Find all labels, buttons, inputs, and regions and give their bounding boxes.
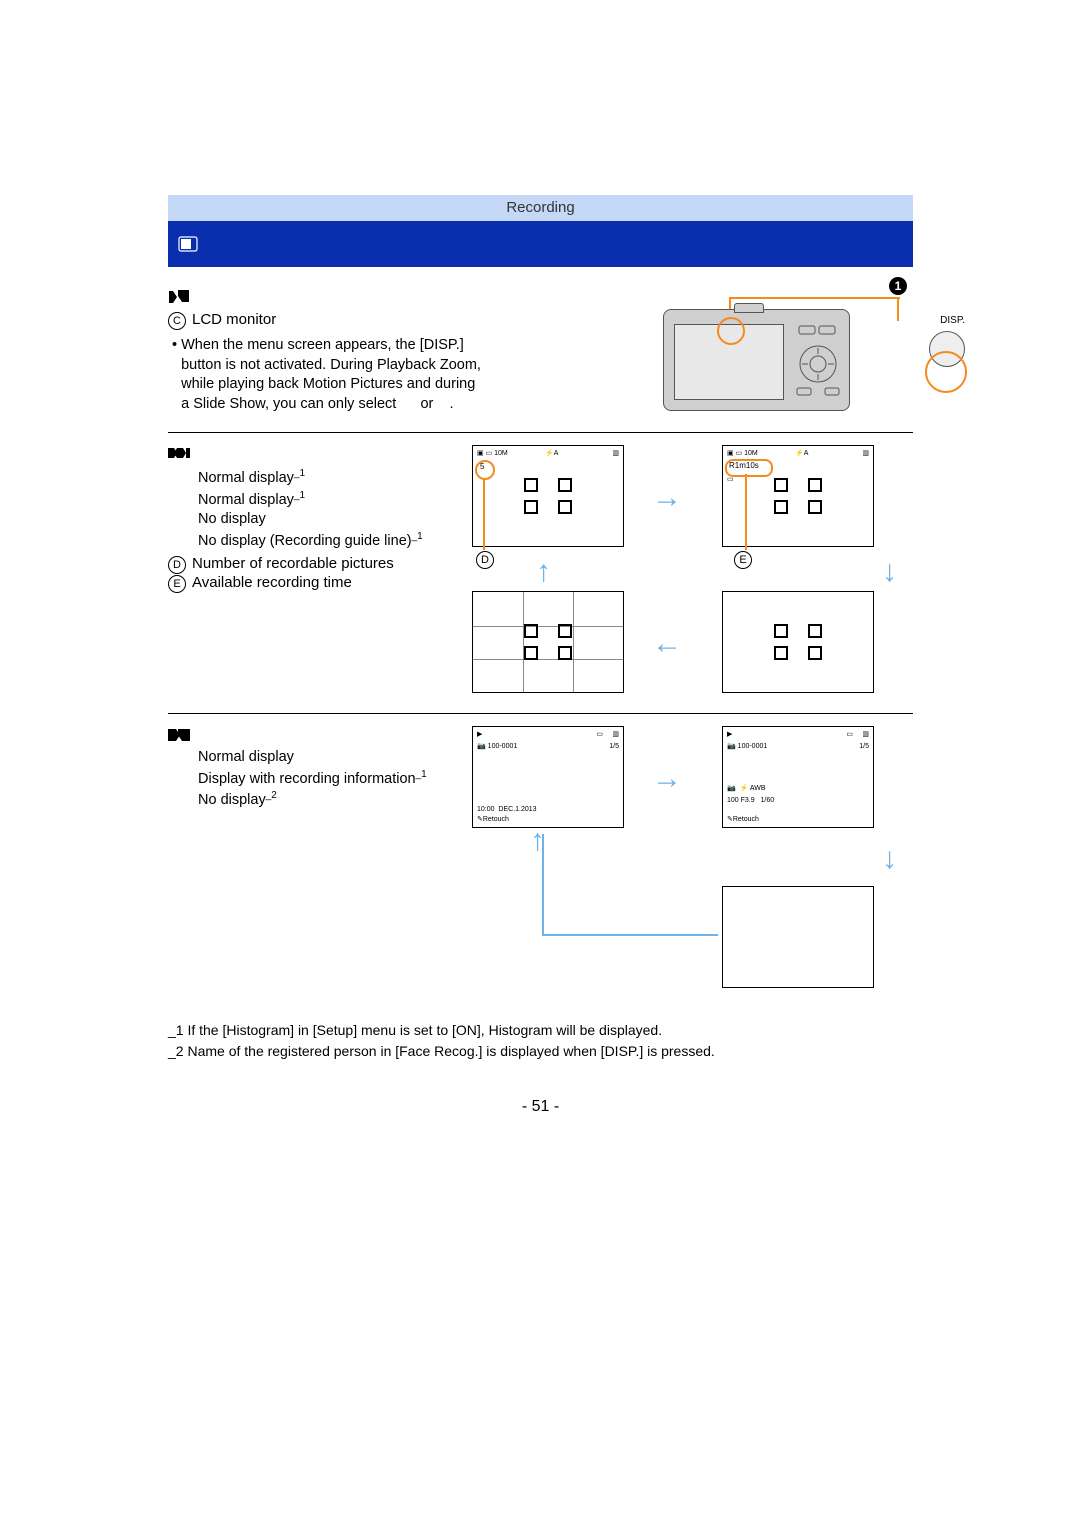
pbA-time: 10:00: [477, 806, 495, 813]
pb-item-0: Normal display: [198, 749, 294, 765]
arrow-left-icon: [652, 629, 682, 659]
recording-mode-section: Normal display_1 Normal display_1 No dis…: [168, 445, 913, 695]
intro-bullet-text: When the menu screen appears, the [DISP.…: [181, 336, 481, 414]
pb-arrow-right-icon: [652, 764, 682, 794]
callout-1: 1: [889, 277, 907, 295]
disp-label: DISP.: [940, 315, 965, 326]
pbA-date: DEC.1.2013: [498, 806, 536, 813]
camera-illustration: 1: [663, 287, 913, 407]
page: Recording CLCD monitor • When th: [0, 0, 1080, 1526]
recording-mode-icon: [168, 446, 190, 462]
intro-bullet: • When the menu screen appears, the [DIS…: [168, 336, 649, 414]
d-under: D: [476, 551, 494, 569]
pbB-retouch: Retouch: [733, 816, 759, 823]
blue-title-bar: [168, 221, 913, 267]
playback-cycle-diagram: ▶ ▭ ▥ 📷 100-0001 1/5 10:00 DEC.1.2013 ✎R…: [472, 726, 892, 996]
arrow-down-icon: [882, 557, 897, 587]
pb-return-h: [542, 934, 718, 936]
pbB-f: F3.9: [741, 797, 755, 804]
rec-item-1-sup: _1: [294, 490, 305, 501]
rec-item-1: Normal display: [198, 491, 294, 507]
circle-e: E: [168, 575, 186, 593]
pbA-count: 1/5: [609, 743, 619, 750]
rec-item-0: Normal display: [198, 470, 294, 486]
lcd-monitor-line: C LCD monitor: [168, 311, 649, 330]
pb-item-2-sup: _2: [266, 790, 277, 801]
blue-bar-icon: [168, 221, 208, 267]
rec-item-3: No display (Recording guide line): [198, 532, 412, 548]
section-header: Recording: [168, 195, 913, 221]
recording-cycle-diagram: ▣ ▭ 10M ⚡A ▥ 5 D ▣ ▭ 10M ⚡A ▥ R1m10s ▭: [472, 445, 892, 695]
arrow-up-icon: [536, 557, 551, 587]
e-under: E: [734, 551, 752, 569]
divider-1: [168, 432, 913, 433]
pb-item-1-sup: _1: [416, 769, 427, 780]
footnote-1: _1 If the [Histogram] in [Setup] menu is…: [168, 1020, 913, 1041]
pbB-folder: 100-0001: [738, 743, 768, 750]
s1-flash: ⚡A: [545, 450, 558, 457]
s1-count: 5: [480, 463, 484, 471]
intro-section: C LCD monitor • When the menu screen appe…: [168, 287, 913, 414]
arrow-right-icon: [652, 483, 682, 513]
pbA-retouch: Retouch: [483, 816, 509, 823]
circle-c: C: [168, 312, 186, 330]
pbA-folder: 100-0001: [488, 743, 518, 750]
pb-arrow-up-icon: [530, 826, 545, 856]
section-title: Recording: [168, 195, 913, 221]
divider-2: [168, 713, 913, 714]
pb-item-1: Display with recording information: [198, 771, 416, 787]
content-area: Recording CLCD monitor • When th: [168, 195, 913, 1116]
rec-item-3-sup: _1: [412, 531, 423, 542]
mode-icon: [168, 288, 190, 304]
footnote-2: _2 Name of the registered person in [Fac…: [168, 1041, 913, 1062]
orange-highlight-screen: [717, 317, 745, 345]
lcd-monitor-label: LCD monitor: [192, 311, 276, 328]
pbB-sh: 1/60: [760, 797, 774, 804]
footnotes: _1 If the [Histogram] in [Setup] menu is…: [168, 1020, 913, 1062]
e-label: Available recording time: [192, 574, 352, 591]
d-label: Number of recordable pictures: [192, 555, 394, 572]
pb-item-2: No display: [198, 792, 266, 808]
page-number: - 51 -: [168, 1098, 913, 1116]
circle-d: D: [168, 556, 186, 574]
orange-highlight-disp: [925, 351, 967, 393]
pbB-flash: ⚡ AWB: [740, 785, 766, 792]
rec-item-2: No display: [198, 511, 266, 527]
playback-mode-section: Normal display Display with recording in…: [168, 726, 913, 996]
pb-arrow-down-icon: [882, 844, 897, 874]
callout-line: [897, 297, 899, 321]
rec-item-0-sup: _1: [294, 468, 305, 479]
callout-line-h: [729, 297, 900, 299]
pbB-count: 1/5: [859, 743, 869, 750]
playback-mode-icon: [168, 727, 190, 743]
s2-time: R1m10s: [729, 462, 759, 470]
